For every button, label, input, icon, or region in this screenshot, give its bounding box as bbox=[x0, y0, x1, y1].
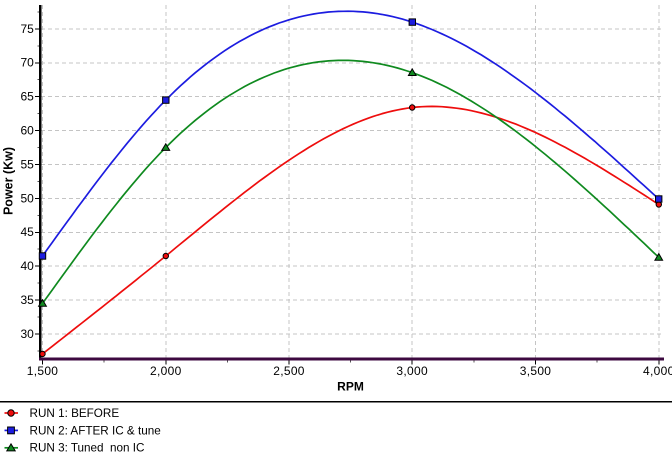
svg-text:3,500: 3,500 bbox=[520, 364, 552, 378]
svg-text:45: 45 bbox=[20, 225, 34, 239]
svg-text:65: 65 bbox=[20, 90, 34, 104]
svg-text:60: 60 bbox=[20, 124, 34, 138]
svg-text:75: 75 bbox=[20, 22, 34, 36]
svg-text:35: 35 bbox=[20, 293, 34, 307]
svg-text:3,000: 3,000 bbox=[396, 364, 428, 378]
svg-text:4,000: 4,000 bbox=[643, 364, 672, 378]
svg-text:Power (Kw): Power (Kw) bbox=[2, 147, 16, 215]
svg-text:RUN 1: BEFORE: RUN 1: BEFORE bbox=[30, 407, 120, 420]
svg-text:40: 40 bbox=[20, 259, 34, 273]
svg-text:RUN 3: Tuned non IC: RUN 3: Tuned non IC bbox=[30, 442, 145, 455]
svg-text:55: 55 bbox=[20, 157, 34, 171]
svg-text:70: 70 bbox=[20, 56, 34, 70]
svg-text:RPM: RPM bbox=[337, 380, 364, 394]
svg-text:30: 30 bbox=[20, 327, 34, 341]
svg-text:1,500: 1,500 bbox=[27, 364, 59, 378]
svg-text:2,000: 2,000 bbox=[150, 364, 182, 378]
svg-text:RUN 2: AFTER IC & tune: RUN 2: AFTER IC & tune bbox=[30, 424, 161, 437]
svg-text:2,500: 2,500 bbox=[273, 364, 305, 378]
svg-text:50: 50 bbox=[20, 191, 34, 205]
